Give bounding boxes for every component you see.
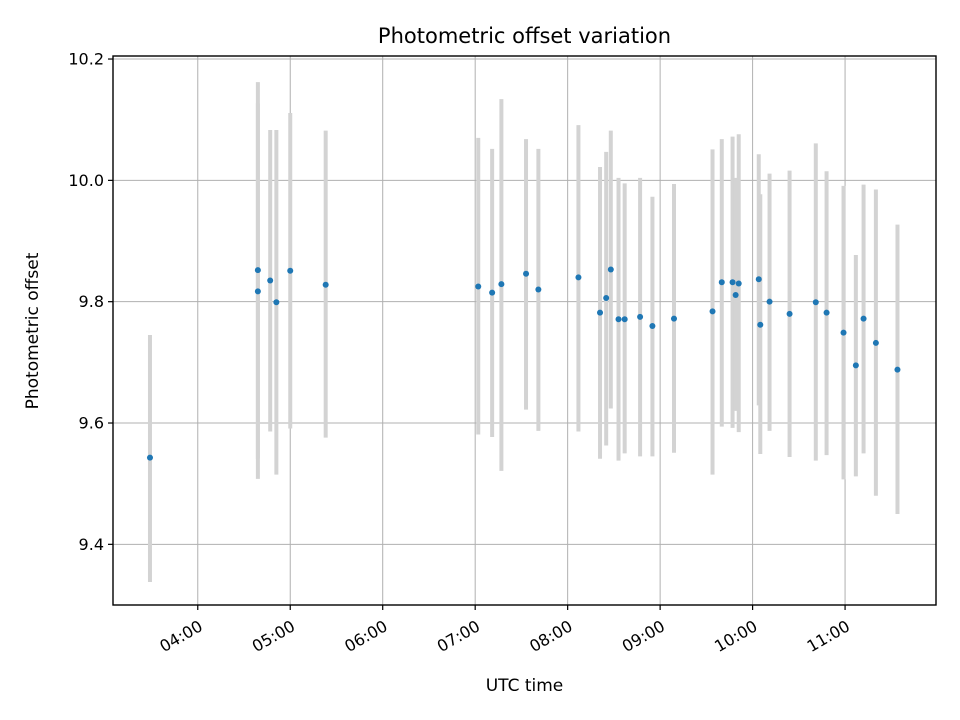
- x-axis-label: UTC time: [486, 676, 564, 696]
- data-point: [766, 298, 773, 305]
- data-point: [489, 289, 496, 296]
- y-tick-label: 9.4: [79, 535, 104, 554]
- y-tick-label: 10.2: [68, 50, 104, 69]
- data-point: [709, 308, 716, 315]
- data-point: [322, 281, 329, 288]
- y-tick-label: 10.0: [68, 171, 104, 190]
- data-point: [597, 309, 604, 316]
- y-tick-label: 9.6: [79, 414, 104, 433]
- data-point: [894, 366, 901, 373]
- data-point: [732, 292, 739, 299]
- data-point: [575, 274, 582, 281]
- data-point: [146, 454, 153, 461]
- data-point: [475, 283, 482, 290]
- y-axis-label: Photometric offset: [23, 252, 43, 409]
- data-point: [615, 316, 622, 323]
- data-point: [812, 299, 819, 306]
- data-point: [852, 362, 859, 369]
- data-point: [287, 267, 294, 274]
- data-point: [786, 310, 793, 317]
- data-point: [670, 315, 677, 322]
- data-point: [823, 309, 830, 316]
- data-point: [254, 288, 261, 295]
- data-point: [860, 315, 867, 322]
- plot-frame: [112, 55, 937, 606]
- data-point: [729, 279, 736, 286]
- data-point: [621, 316, 628, 323]
- data-point: [637, 313, 644, 320]
- chart-title: Photometric offset variation: [378, 24, 671, 48]
- data-point: [755, 276, 762, 283]
- data-point: [649, 322, 656, 329]
- y-tick-label: 9.8: [79, 292, 104, 311]
- data-point: [535, 286, 542, 293]
- data-point: [840, 329, 847, 336]
- point-layer: [146, 266, 901, 461]
- data-point: [523, 270, 530, 277]
- data-point: [872, 339, 879, 346]
- data-point: [757, 321, 764, 328]
- data-point: [718, 279, 725, 286]
- data-point: [254, 267, 261, 274]
- data-point: [498, 281, 505, 288]
- data-point: [273, 299, 280, 306]
- data-point: [267, 277, 274, 284]
- data-point: [603, 295, 610, 302]
- data-point: [735, 280, 742, 287]
- data-point: [607, 266, 614, 273]
